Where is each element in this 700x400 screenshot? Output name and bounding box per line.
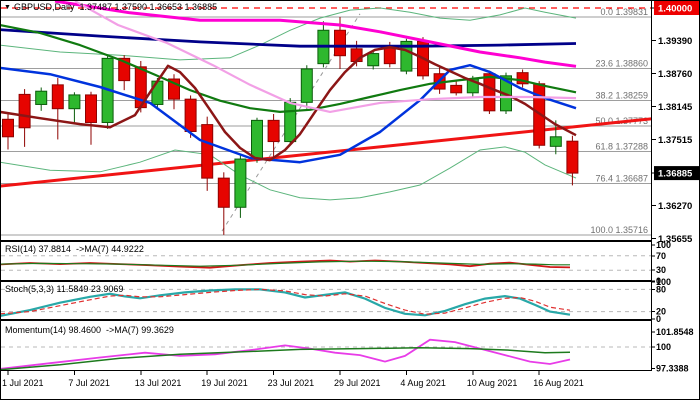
candle-7-Jul bbox=[68, 92, 81, 125]
current-price-box bbox=[654, 166, 700, 181]
date-axis-label[interactable]: 19 Jul 2021 bbox=[201, 378, 248, 388]
series-rsi-ma bbox=[1, 260, 570, 267]
momentum-axis-label: 97.3388 bbox=[656, 364, 689, 374]
price-axis-label[interactable]: 1.38760 bbox=[658, 69, 692, 80]
price-axis-label[interactable]: 1.35655 bbox=[658, 234, 693, 245]
candle-19-Jul bbox=[201, 116, 214, 191]
date-axis-label[interactable]: 1 Jul 2021 bbox=[2, 378, 44, 388]
fib-label-0.0: 0.0 1.39831 bbox=[600, 7, 648, 17]
fib-label-38.2: 38.2 1.38259 bbox=[595, 90, 648, 100]
rsi-axis-label: 100 bbox=[656, 240, 671, 250]
candle-18-Aug bbox=[566, 135, 579, 186]
date-axis-label[interactable]: 4 Aug 2021 bbox=[400, 378, 446, 388]
date-axis-label[interactable]: 7 Jul 2021 bbox=[68, 378, 110, 388]
candle-9-Aug bbox=[450, 79, 463, 96]
rsi-axis-label: 0 bbox=[656, 276, 661, 286]
momentum-panel-area[interactable] bbox=[0, 320, 652, 371]
date-axis-label[interactable]: 16 Aug 2021 bbox=[533, 378, 584, 388]
alert-price-box bbox=[654, 1, 700, 15]
stoch-panel-area[interactable] bbox=[0, 281, 652, 320]
price-axis-label[interactable]: 1.38145 bbox=[658, 102, 693, 113]
candle-17-Aug bbox=[549, 120, 562, 155]
candle-2-Jul bbox=[18, 89, 31, 147]
series-momentum-ma bbox=[1, 347, 571, 370]
date-axis-label[interactable]: 10 Aug 2021 bbox=[467, 378, 518, 388]
fib-label-76.4: 76.4 1.36687 bbox=[595, 174, 648, 184]
overlay-band-lower bbox=[1, 146, 577, 201]
candle-27-Jul bbox=[300, 65, 313, 109]
overlay-ma-maroon bbox=[1, 45, 577, 162]
candle-20-Jul bbox=[217, 172, 230, 235]
rsi-plot bbox=[1, 255, 651, 271]
fib-label-61.8: 61.8 1.37288 bbox=[595, 142, 648, 152]
date-axis-label[interactable]: 23 Jul 2021 bbox=[268, 378, 315, 388]
price-axis-label[interactable]: 1.39390 bbox=[658, 36, 692, 47]
series-stoch-main bbox=[1, 288, 571, 317]
candle-15-Jul bbox=[168, 74, 180, 110]
rsi-axis-label: 70 bbox=[656, 251, 666, 261]
overlay-band-upper bbox=[1, 7, 577, 61]
candle-23-Jul bbox=[267, 114, 280, 158]
candle-6-Jul bbox=[51, 77, 64, 140]
fib-label-23.6: 23.6 1.38860 bbox=[595, 58, 648, 68]
candle-26-Jul bbox=[284, 98, 297, 145]
stoch-axis-label: 0 bbox=[656, 314, 661, 324]
fib-label-100.0: 100.0 1.35716 bbox=[590, 225, 648, 235]
candle-5-Jul bbox=[35, 87, 48, 111]
price-axis-label[interactable]: 1.36885 bbox=[658, 169, 693, 180]
stoch-axis-label: 80 bbox=[656, 284, 666, 294]
series-momentum bbox=[1, 338, 571, 370]
price-axis-label[interactable]: 1.40000 bbox=[658, 4, 692, 15]
date-axis-label[interactable]: 13 Jul 2021 bbox=[135, 378, 182, 388]
candle-2-Aug bbox=[367, 50, 380, 70]
momentum-plot bbox=[1, 338, 651, 370]
candle-21-Jul bbox=[234, 153, 247, 218]
overlay-ma-magenta bbox=[54, 1, 577, 68]
rsi-axis-label: 30 bbox=[656, 265, 666, 275]
overlay-ma-pink bbox=[74, 1, 577, 114]
price-axis-label[interactable]: 1.37515 bbox=[658, 135, 693, 146]
candle-4-Aug bbox=[400, 38, 413, 75]
overlay-ma-blue bbox=[1, 63, 577, 164]
candle-1-Jul bbox=[2, 114, 14, 150]
candle-8-Jul bbox=[85, 91, 97, 145]
date-axis-label[interactable]: 29 Jul 2021 bbox=[334, 378, 381, 388]
overlay-ma-darkgreen bbox=[1, 24, 577, 114]
stoch-plot bbox=[1, 288, 651, 317]
price-axis-label[interactable]: 1.36270 bbox=[658, 201, 692, 212]
overlay-ma-navy bbox=[1, 28, 577, 48]
candle-13-Aug bbox=[516, 69, 529, 88]
stoch-axis-label: 20 bbox=[656, 307, 666, 317]
momentum-axis-label: 101.8548 bbox=[656, 327, 694, 337]
momentum-axis-label: 100 bbox=[656, 342, 671, 352]
stoch-axis-label: 100 bbox=[656, 277, 671, 287]
